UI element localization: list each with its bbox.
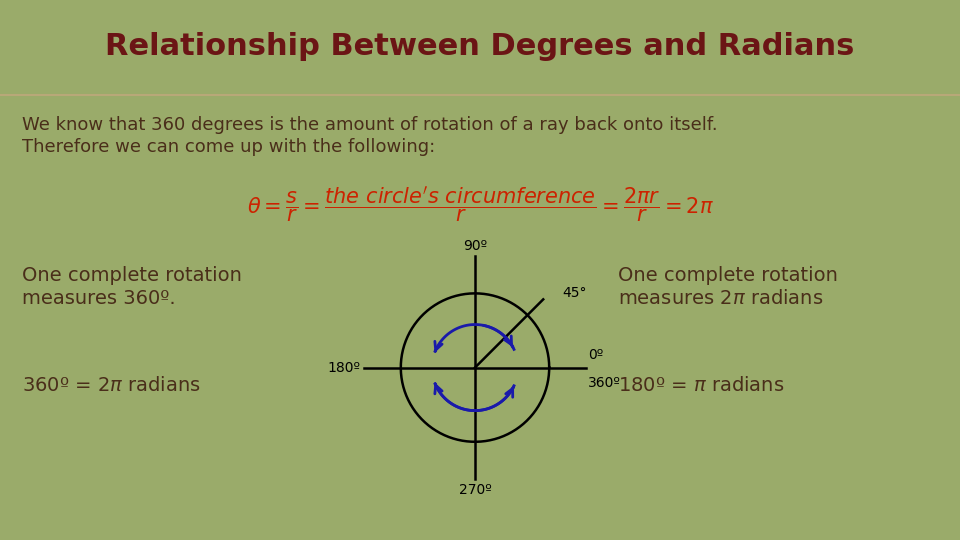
- Text: 180º: 180º: [327, 361, 360, 375]
- Text: 90º: 90º: [463, 239, 487, 253]
- Text: One complete rotation: One complete rotation: [22, 266, 242, 285]
- Text: 45°: 45°: [563, 286, 588, 300]
- Text: $\theta = \dfrac{s}{r} = \dfrac{\mathit{the\ circle's\ circumference}}{r} = \dfr: $\theta = \dfrac{s}{r} = \dfrac{\mathit{…: [247, 185, 713, 225]
- Text: We know that 360 degrees is the amount of rotation of a ray back onto itself.: We know that 360 degrees is the amount o…: [22, 116, 718, 134]
- Text: measures $2\pi$ radians: measures $2\pi$ radians: [618, 288, 824, 308]
- Text: 270º: 270º: [459, 483, 492, 497]
- Text: One complete rotation: One complete rotation: [618, 266, 838, 285]
- Text: Therefore we can come up with the following:: Therefore we can come up with the follow…: [22, 138, 435, 156]
- Text: 0º: 0º: [588, 348, 603, 362]
- Text: 180º = $\pi$ radians: 180º = $\pi$ radians: [618, 375, 784, 395]
- Text: Relationship Between Degrees and Radians: Relationship Between Degrees and Radians: [106, 32, 854, 61]
- Text: 360º = $2\pi$ radians: 360º = $2\pi$ radians: [22, 375, 201, 395]
- Text: 360º: 360º: [588, 376, 621, 390]
- Text: measures 360º.: measures 360º.: [22, 288, 176, 308]
